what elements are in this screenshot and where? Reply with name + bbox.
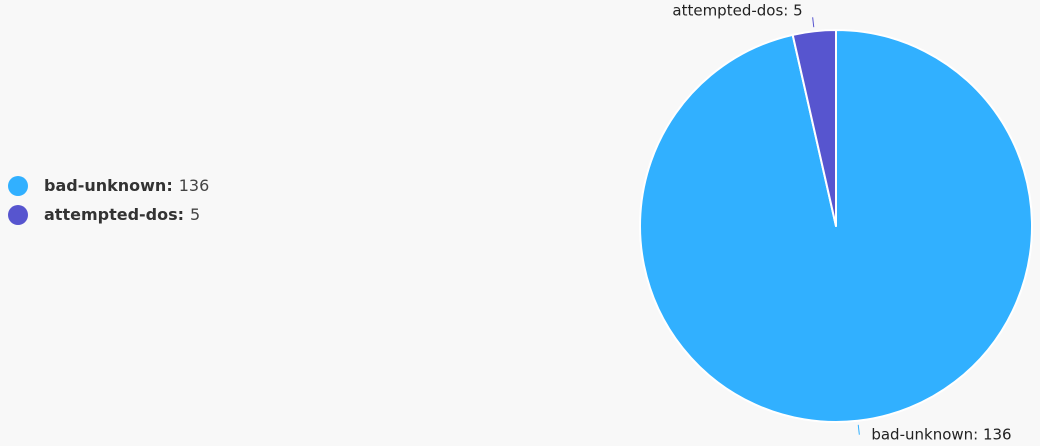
legend-label-attempted-dos: attempted-dos bbox=[44, 205, 178, 224]
legend-value-attempted-dos: 5 bbox=[190, 205, 201, 224]
legend: bad-unknown: 136 attempted-dos: 5 bbox=[8, 171, 209, 229]
connector-bad-unknown bbox=[857, 424, 860, 435]
pie-slice-attempted-dos[interactable] bbox=[791, 29, 837, 227]
legend-swatch-bad-unknown bbox=[8, 175, 28, 196]
legend-label-bad-unknown: bad-unknown bbox=[44, 176, 167, 195]
legend-colon: : bbox=[177, 205, 185, 224]
legend-item-bad-unknown[interactable]: bad-unknown: 136 bbox=[8, 171, 209, 200]
slice-labels: bad-unknown: 136 attempted-dos: 5 bbox=[672, 1, 1011, 443]
slice-label-bad-unknown: bad-unknown: 136 bbox=[871, 426, 1011, 444]
legend-swatch-attempted-dos bbox=[8, 204, 28, 225]
slice-label-connectors bbox=[812, 17, 860, 435]
legend-value-bad-unknown: 136 bbox=[178, 176, 210, 195]
legend-colon: : bbox=[166, 176, 173, 195]
connector-attempted-dos bbox=[812, 17, 815, 28]
slice-label-attempted-dos: attempted-dos: 5 bbox=[672, 1, 802, 19]
pie-slices bbox=[639, 29, 1033, 423]
legend-item-attempted-dos[interactable]: attempted-dos: 5 bbox=[8, 200, 209, 229]
